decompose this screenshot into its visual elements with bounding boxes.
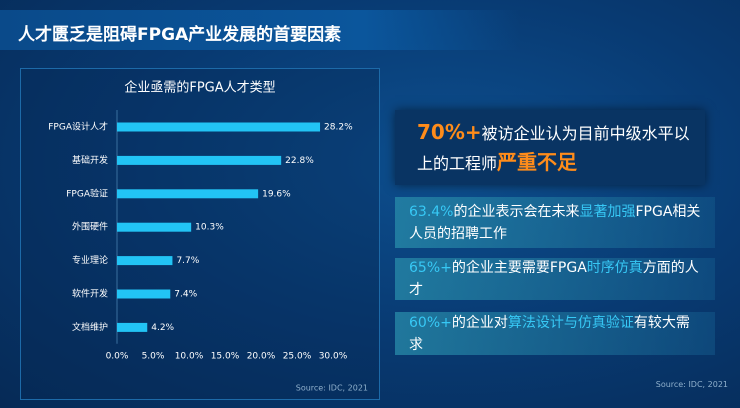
highlight-text: 显著加强 xyxy=(579,203,636,220)
bar xyxy=(117,122,321,132)
highlight-text: 算法设计与仿真验证 xyxy=(507,314,634,331)
y-tick-label: 软件开发 xyxy=(72,288,108,300)
value-label: 28.2% xyxy=(324,123,353,133)
y-tick-label: 文档维护 xyxy=(72,321,108,333)
bar xyxy=(117,256,173,266)
highlight-text: 65%+ xyxy=(409,260,452,276)
callout-segment: 的企业主要需要FPGA xyxy=(451,260,587,276)
x-tick-label: 15.0% xyxy=(211,352,240,362)
callout: 65%+的企业主要需要FPGA时序仿真方面的人才 xyxy=(395,258,715,300)
y-tick-label: 外围硬件 xyxy=(72,221,108,233)
callout: 63.4%的企业表示会在未来显著加强FPGA相关人员的招聘工作 xyxy=(395,197,715,248)
highlight-text: 严重不足 xyxy=(497,149,578,174)
highlight-text: 时序仿真 xyxy=(586,260,643,276)
value-label: 7.4% xyxy=(174,290,197,300)
callout-segment: FPGA相关人员的招聘工作 xyxy=(409,203,701,242)
x-tick-label: 0.0% xyxy=(106,352,129,362)
chart-source: Source: IDC, 2021 xyxy=(296,384,368,393)
callout-text: 65%+的企业主要需要FPGA时序仿真方面的人才 xyxy=(409,257,701,301)
bar xyxy=(117,289,171,299)
highlight-text: 70%+ xyxy=(417,119,482,144)
footer-source: Source: IDC, 2021 xyxy=(655,380,728,389)
bar xyxy=(117,155,282,165)
value-label: 7.7% xyxy=(176,256,199,266)
callout-text: 63.4%的企业表示会在未来显著加强FPGA相关人员的招聘工作 xyxy=(409,201,701,245)
value-label: 4.2% xyxy=(151,323,174,333)
y-tick-label: 专业理论 xyxy=(72,254,108,266)
bar xyxy=(117,222,192,232)
callout: 60%+的企业对算法设计与仿真验证有较大需求 xyxy=(395,312,715,355)
x-tick-label: 10.0% xyxy=(175,352,204,362)
y-tick-label: 基础开发 xyxy=(72,154,108,166)
callout-segment: 被访企业认为目前中级水平以上的工程师 xyxy=(417,123,690,173)
value-label: 19.6% xyxy=(262,189,291,199)
chart-title: 企业亟需的FPGA人才类型 xyxy=(124,80,275,96)
callout-text: 70%+被访企业认为目前中级水平以上的工程师严重不足 xyxy=(417,118,691,178)
callout-text: 60%+的企业对算法设计与仿真验证有较大需求 xyxy=(409,312,701,356)
callout-segment: 的企业对 xyxy=(451,314,508,331)
y-tick-label: FPGA设计人才 xyxy=(48,121,108,133)
x-tick-label: 25.0% xyxy=(283,352,312,362)
callout-segment: 有较大需求 xyxy=(409,314,690,353)
x-tick-label: 20.0% xyxy=(247,352,276,362)
y-tick-label: FPGA验证 xyxy=(66,187,108,199)
highlight-text: 60%+ xyxy=(409,314,452,331)
bar xyxy=(117,189,259,199)
callout: 70%+被访企业认为目前中级水平以上的工程师严重不足 xyxy=(395,110,705,185)
x-tick-label: 5.0% xyxy=(142,352,165,362)
bar xyxy=(117,322,148,332)
callout-segment: 的企业表示会在未来 xyxy=(453,203,580,220)
value-label: 22.8% xyxy=(285,156,314,166)
highlight-text: 63.4% xyxy=(409,203,454,220)
callout-segment: 方面的人才 xyxy=(409,260,699,298)
value-label: 10.3% xyxy=(195,223,224,233)
header-bar: 人才匮乏是阻碍FPGA产业发展的首要因素 xyxy=(0,10,520,50)
x-tick-label: 30.0% xyxy=(319,352,348,362)
slide-title: 人才匮乏是阻碍FPGA产业发展的首要因素 xyxy=(18,25,342,45)
